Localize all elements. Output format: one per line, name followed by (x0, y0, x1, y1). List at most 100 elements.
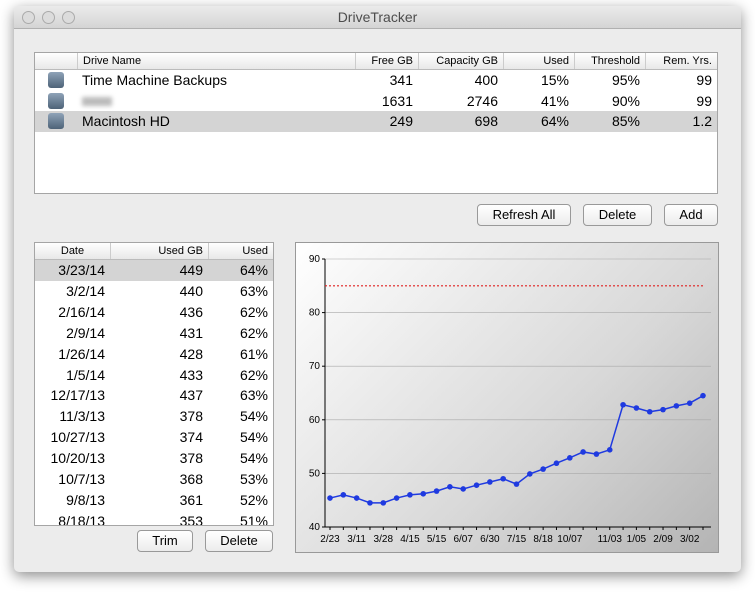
table-cell: 400 (474, 72, 498, 88)
zoom-button[interactable] (62, 11, 75, 24)
y-tick-label: 40 (309, 522, 321, 533)
table-cell: 436 (179, 303, 203, 320)
table-cell: 361 (179, 491, 203, 508)
column-header[interactable]: Used (208, 243, 273, 259)
drive-icon (48, 113, 64, 130)
history-row[interactable]: 3/2/14 440 63% (35, 281, 273, 302)
button[interactable]: Trim (137, 530, 193, 552)
window-title: DriveTracker (337, 9, 418, 25)
button[interactable]: Delete (205, 530, 273, 552)
table-cell: 433 (179, 366, 203, 383)
table-cell: 2/16/14 (58, 303, 105, 320)
data-point (620, 401, 626, 408)
table-cell: 437 (179, 387, 203, 404)
table-cell: 440 (179, 282, 203, 299)
x-tick-label: 6/07 (453, 534, 473, 545)
history-row[interactable]: 3/23/14 449 64% (35, 260, 273, 281)
button[interactable]: Delete (583, 204, 652, 226)
column-header[interactable]: Rem. Yrs. (645, 53, 717, 69)
table-cell: 698 (474, 113, 498, 130)
table-cell: 54% (239, 429, 268, 446)
close-button[interactable] (22, 11, 35, 24)
data-point (540, 466, 546, 472)
drive-row[interactable]: 1631 2746 41% 90% 99 (35, 91, 717, 112)
table-cell: 428 (179, 345, 203, 362)
data-point (487, 479, 493, 485)
y-tick-label: 60 (309, 415, 321, 426)
column-header[interactable]: Used (503, 53, 574, 69)
table-cell: 52% (239, 491, 268, 508)
table-cell: 99 (696, 92, 712, 109)
table-cell: 353 (179, 512, 203, 526)
data-point (407, 492, 413, 498)
history-row[interactable]: 10/7/13 368 53% (35, 469, 273, 490)
history-row[interactable]: 1/26/14 428 61% (35, 344, 273, 365)
table-header: Drive Name Free GB Capacity GB Used Threshol… (35, 53, 717, 70)
x-tick-label: 4/15 (400, 534, 420, 545)
x-tick-label: 7/15 (507, 534, 527, 545)
column-header[interactable]: Free GB (355, 53, 418, 69)
y-tick-label: 80 (309, 308, 321, 319)
x-tick-label: 1/05 (627, 534, 647, 545)
history-row[interactable]: 9/8/13 361 52% (35, 490, 273, 511)
minimize-button[interactable] (42, 11, 55, 24)
window: DriveTracker Drive Name Free GB Capacity G… (14, 6, 741, 572)
data-point (566, 455, 573, 461)
button[interactable]: Add (664, 204, 718, 226)
data-point (660, 406, 666, 413)
drive-row[interactable]: Macintosh HD 249 698 64% 85% 1.2 (35, 111, 717, 133)
table-cell: 63% (239, 387, 268, 404)
table-cell: 378 (179, 408, 203, 425)
data-point (393, 495, 400, 501)
data-point (460, 486, 467, 492)
history-row[interactable]: 2/16/14 436 62% (35, 302, 273, 323)
table-cell: 64% (540, 113, 569, 130)
data-point (700, 392, 706, 399)
table-cell: 10/20/13 (50, 450, 106, 467)
data-point (447, 484, 453, 490)
table-cell: 11/3/13 (59, 408, 105, 425)
data-point (380, 500, 387, 506)
table-cell: 61% (239, 345, 268, 362)
data-point (513, 481, 520, 487)
table-cell: 431 (179, 324, 203, 341)
table-cell: 95% (611, 72, 640, 88)
table-cell: 2/9/14 (66, 324, 105, 341)
x-tick-label: 2/23 (320, 534, 340, 545)
history-row[interactable]: 11/3/13 378 54% (35, 406, 273, 427)
table-cell: 15% (540, 72, 569, 88)
table-cell: 1/26/14 (58, 345, 105, 362)
table-cell: 368 (179, 471, 203, 487)
data-point (353, 495, 360, 501)
table-cell: 99 (696, 72, 712, 88)
table-cell: 90% (611, 92, 640, 109)
data-point (646, 408, 653, 415)
data-point (367, 500, 373, 506)
table-cell: Macintosh HD (82, 113, 170, 130)
history-row[interactable]: 10/27/13 374 54% (35, 427, 273, 448)
history-row[interactable]: 8/18/13 353 51% (35, 511, 273, 526)
table-cell: 2746 (466, 92, 498, 109)
drive-row[interactable]: Time Machine Backups 341 400 15% 95% 99 (35, 70, 717, 91)
table-cell: 449 (179, 262, 203, 278)
chart-panel: 40 50 60 70 80 90 2/23 3/11 3/28 4/15 5/15 6/07 6/30… (295, 242, 719, 553)
history-row[interactable]: 2/9/14 431 62% (35, 323, 273, 344)
data-point (673, 403, 680, 409)
history-row[interactable]: 10/20/13 378 54% (35, 448, 273, 469)
history-row[interactable]: 1/5/14 433 62% (35, 365, 273, 386)
history-row[interactable]: 12/17/13 437 63% (35, 385, 273, 406)
table-cell: 54% (239, 450, 268, 467)
column-header[interactable]: Date (60, 245, 85, 257)
column-header[interactable]: Used GB (110, 243, 208, 259)
table-cell: Time Machine Backups (82, 72, 227, 88)
column-header[interactable]: Drive Name (77, 53, 355, 69)
button[interactable]: Refresh All (477, 204, 571, 226)
x-tick-label: 8/18 (533, 534, 553, 545)
table-cell: 62% (239, 303, 268, 320)
table-cell: 9/8/13 (66, 491, 105, 508)
column-header[interactable]: Threshold (574, 53, 645, 69)
column-header[interactable]: Capacity GB (418, 53, 503, 69)
x-tick-label: 11/03 (598, 534, 623, 545)
table-cell: 54% (239, 408, 268, 425)
data-point (420, 490, 427, 497)
